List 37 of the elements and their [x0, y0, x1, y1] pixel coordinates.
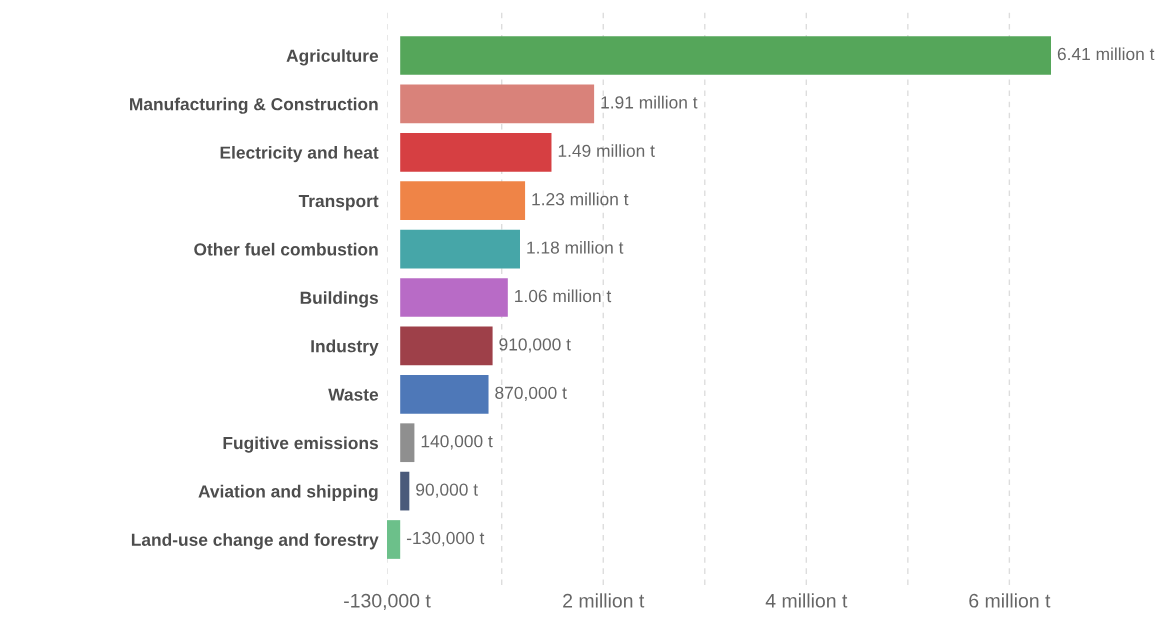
bar — [400, 423, 415, 463]
bar — [400, 181, 526, 221]
bar — [400, 374, 489, 414]
y-tick-label: Agriculture — [286, 49, 379, 66]
y-tick-label: Other fuel combustion — [194, 242, 378, 256]
x-tick-label: -130,000 t — [344, 593, 431, 610]
x-tick-label: 4 million t — [765, 593, 848, 608]
bar — [400, 471, 410, 511]
data-label: 6.41 million t — [1057, 47, 1155, 61]
data-label: 1.23 million t — [532, 192, 629, 206]
bar — [400, 326, 493, 366]
bar — [400, 36, 1051, 75]
y-tick-label: Electricity and heat — [220, 146, 379, 163]
data-label: -130,000 t — [406, 531, 485, 547]
y-tick-label: Buildings — [300, 291, 378, 308]
data-label: 910,000 t — [499, 338, 571, 353]
x-tick-label: 6 million t — [969, 593, 1051, 608]
data-label: 140,000 t — [421, 435, 493, 450]
y-tick-label: Land-use change and forestry — [131, 533, 379, 550]
y-tick-label: Transport — [298, 195, 379, 211]
y-tick-label: Manufacturing & Construction — [130, 97, 378, 114]
data-label: 870,000 t — [495, 386, 567, 402]
data-label: 1.91 million t — [601, 95, 698, 109]
bar — [400, 229, 520, 269]
bar — [400, 132, 552, 172]
data-label: 1.49 million t — [558, 144, 655, 157]
y-tick-label: Waste — [328, 388, 379, 401]
bar — [387, 520, 401, 559]
data-label: 1.06 million t — [515, 289, 612, 303]
data-label: 1.18 million t — [527, 241, 624, 254]
y-tick-label: Aviation and shipping — [198, 484, 378, 502]
bar — [400, 278, 508, 317]
bar — [400, 84, 595, 124]
x-tick-label: 2 million t — [563, 593, 645, 608]
y-tick-label: Fugitive emissions — [223, 436, 378, 453]
data-label: 90,000 t — [416, 483, 478, 498]
y-tick-label: Industry — [311, 339, 379, 356]
